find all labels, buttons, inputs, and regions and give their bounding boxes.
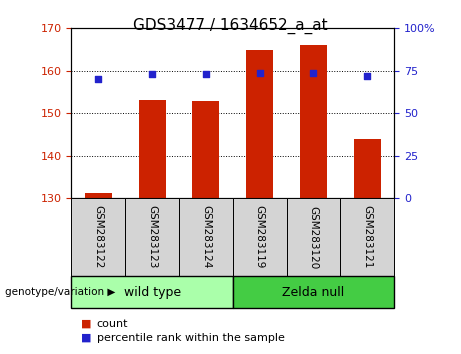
Point [202, 72, 210, 77]
Bar [300, 45, 327, 198]
Bar [125, 198, 179, 276]
Bar [233, 198, 287, 276]
Point [310, 70, 317, 76]
Bar [71, 198, 125, 276]
Text: GDS3477 / 1634652_a_at: GDS3477 / 1634652_a_at [133, 18, 328, 34]
Text: ■: ■ [81, 319, 91, 329]
Text: ■: ■ [81, 333, 91, 343]
Bar [287, 198, 340, 276]
Point [95, 76, 102, 82]
Text: percentile rank within the sample: percentile rank within the sample [97, 333, 285, 343]
Bar [193, 101, 219, 198]
Bar [179, 198, 233, 276]
Text: GSM283122: GSM283122 [93, 205, 103, 269]
Bar [354, 139, 381, 198]
Text: GSM283121: GSM283121 [362, 205, 372, 269]
Bar [71, 276, 233, 308]
Text: count: count [97, 319, 128, 329]
Bar [340, 198, 394, 276]
Text: GSM283120: GSM283120 [308, 206, 319, 269]
Text: Zelda null: Zelda null [282, 286, 345, 298]
Text: GSM283124: GSM283124 [201, 205, 211, 269]
Text: genotype/variation ▶: genotype/variation ▶ [5, 287, 115, 297]
Point [364, 73, 371, 79]
Point [256, 70, 263, 76]
Point [148, 72, 156, 77]
Text: GSM283123: GSM283123 [147, 205, 157, 269]
Text: wild type: wild type [124, 286, 181, 298]
Bar [233, 276, 394, 308]
Bar [246, 50, 273, 198]
Bar [139, 100, 165, 198]
Text: GSM283119: GSM283119 [254, 205, 265, 269]
Bar [85, 193, 112, 198]
